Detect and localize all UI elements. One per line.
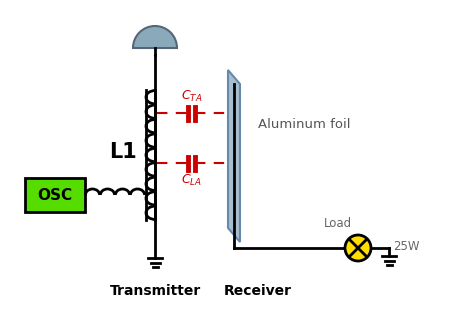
Text: Load: Load: [324, 217, 352, 230]
Text: 25W: 25W: [393, 240, 419, 252]
Wedge shape: [133, 26, 177, 48]
Text: L1: L1: [109, 142, 137, 162]
Text: OSC: OSC: [37, 187, 72, 203]
Circle shape: [345, 235, 371, 261]
Text: Aluminum foil: Aluminum foil: [258, 118, 351, 132]
Text: Transmitter: Transmitter: [109, 284, 201, 298]
FancyBboxPatch shape: [25, 178, 85, 212]
Polygon shape: [228, 70, 240, 242]
Text: Receiver: Receiver: [224, 284, 292, 298]
Text: $C_{LA}$: $C_{LA}$: [181, 172, 202, 187]
Text: $C_{TA}$: $C_{TA}$: [181, 89, 202, 104]
